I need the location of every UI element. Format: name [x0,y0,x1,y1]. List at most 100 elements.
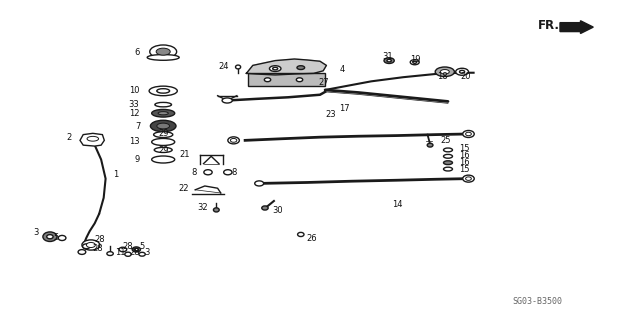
Text: 2: 2 [67,133,72,142]
Ellipse shape [58,235,66,241]
Ellipse shape [83,244,90,249]
Ellipse shape [155,102,172,107]
Ellipse shape [134,248,138,251]
Ellipse shape [444,167,452,171]
Ellipse shape [413,61,417,63]
Text: 5: 5 [54,233,59,242]
Ellipse shape [154,147,172,152]
Text: 14: 14 [392,200,402,209]
Ellipse shape [298,232,304,236]
Text: 8: 8 [232,168,237,177]
Text: 22: 22 [179,184,189,193]
Text: 28: 28 [129,248,140,257]
Ellipse shape [262,206,268,210]
Ellipse shape [82,240,100,250]
Ellipse shape [296,78,303,82]
Ellipse shape [87,137,99,141]
Ellipse shape [86,242,95,248]
Ellipse shape [466,132,472,136]
Text: 3: 3 [33,228,38,237]
Ellipse shape [147,55,179,60]
Ellipse shape [214,208,219,212]
Ellipse shape [463,130,474,137]
Text: 25: 25 [440,137,451,145]
Text: 31: 31 [383,52,394,61]
Ellipse shape [384,58,394,63]
Text: 30: 30 [272,206,283,215]
Ellipse shape [158,112,168,115]
Ellipse shape [428,143,433,147]
Text: 7: 7 [136,122,141,130]
Text: 5: 5 [140,242,145,251]
Text: 28: 28 [93,244,104,253]
Ellipse shape [152,138,175,145]
Ellipse shape [273,67,278,70]
Text: 26: 26 [306,234,317,243]
Ellipse shape [78,249,86,255]
Text: 12: 12 [129,109,140,118]
Ellipse shape [230,138,237,142]
Polygon shape [246,59,326,75]
Ellipse shape [139,252,145,256]
Ellipse shape [466,177,472,181]
Ellipse shape [463,175,474,182]
Ellipse shape [107,252,113,256]
Text: 11: 11 [115,248,125,256]
Text: 15: 15 [460,165,470,174]
Ellipse shape [125,252,131,256]
Text: 9: 9 [134,155,140,164]
Ellipse shape [255,181,264,186]
Text: 21: 21 [180,150,190,159]
Ellipse shape [222,98,232,103]
Text: 8: 8 [192,168,197,177]
Text: 27: 27 [318,78,329,87]
Bar [248,73,325,86]
Ellipse shape [150,45,177,58]
Ellipse shape [132,247,141,252]
Ellipse shape [435,67,454,77]
Ellipse shape [154,132,173,137]
Ellipse shape [149,86,177,96]
Text: 23: 23 [325,110,336,119]
Ellipse shape [152,109,175,117]
Ellipse shape [224,170,232,175]
Ellipse shape [157,123,170,129]
Text: 10: 10 [129,86,140,95]
Ellipse shape [156,48,170,55]
Ellipse shape [150,120,176,132]
Text: 33: 33 [129,100,140,109]
FancyArrow shape [560,21,593,33]
Ellipse shape [444,154,452,158]
Ellipse shape [460,70,465,73]
Text: 16: 16 [460,151,470,160]
Text: 18: 18 [437,72,448,81]
Ellipse shape [47,235,53,239]
Ellipse shape [456,68,468,75]
Text: 19: 19 [410,55,420,63]
Ellipse shape [444,161,452,165]
Text: 15: 15 [460,145,470,153]
Text: 28: 28 [95,235,106,244]
Text: 32: 32 [197,204,208,212]
Ellipse shape [269,66,281,71]
Ellipse shape [410,60,419,65]
Text: 6: 6 [134,48,140,57]
Text: 17: 17 [339,104,350,113]
Text: FR.: FR. [538,19,559,32]
Ellipse shape [152,156,175,163]
Ellipse shape [228,137,239,144]
Text: 16: 16 [460,158,470,167]
Ellipse shape [440,70,449,74]
Polygon shape [80,133,104,146]
Ellipse shape [236,65,241,69]
Text: 29: 29 [159,146,169,155]
Ellipse shape [157,89,170,93]
Ellipse shape [444,148,452,152]
Text: 13: 13 [129,137,140,146]
Text: SG03-B3500: SG03-B3500 [513,297,563,306]
Text: 29: 29 [159,129,169,138]
Ellipse shape [387,59,392,62]
Ellipse shape [119,247,127,252]
Text: 3: 3 [144,248,149,256]
Ellipse shape [297,66,305,70]
